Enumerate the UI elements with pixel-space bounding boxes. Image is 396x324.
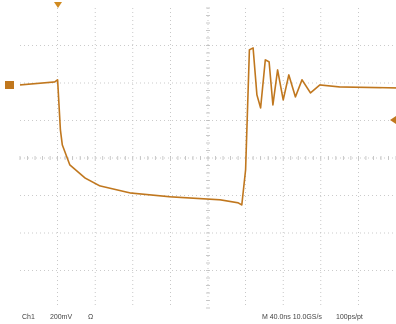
channel: Ch1 — [22, 314, 35, 321]
timebase: M 40.0ns 10.0GS/s — [262, 314, 322, 321]
graticule — [20, 8, 396, 308]
resolution: 100ps/pt — [336, 314, 363, 321]
channel-marker — [5, 81, 14, 89]
trigger-level-marker — [390, 116, 396, 124]
scope-screen: Ch1 200mV Ω M 40.0ns 10.0GS/s 100ps/pt — [0, 0, 396, 324]
waveform — [20, 48, 396, 205]
page: Ch1 200mV Ω M 40.0ns 10.0GS/s 100ps/pt (… — [0, 0, 396, 324]
coupling: Ω — [88, 314, 93, 321]
volts-per-div: 200mV — [50, 314, 73, 321]
trigger-position-marker — [54, 2, 62, 8]
